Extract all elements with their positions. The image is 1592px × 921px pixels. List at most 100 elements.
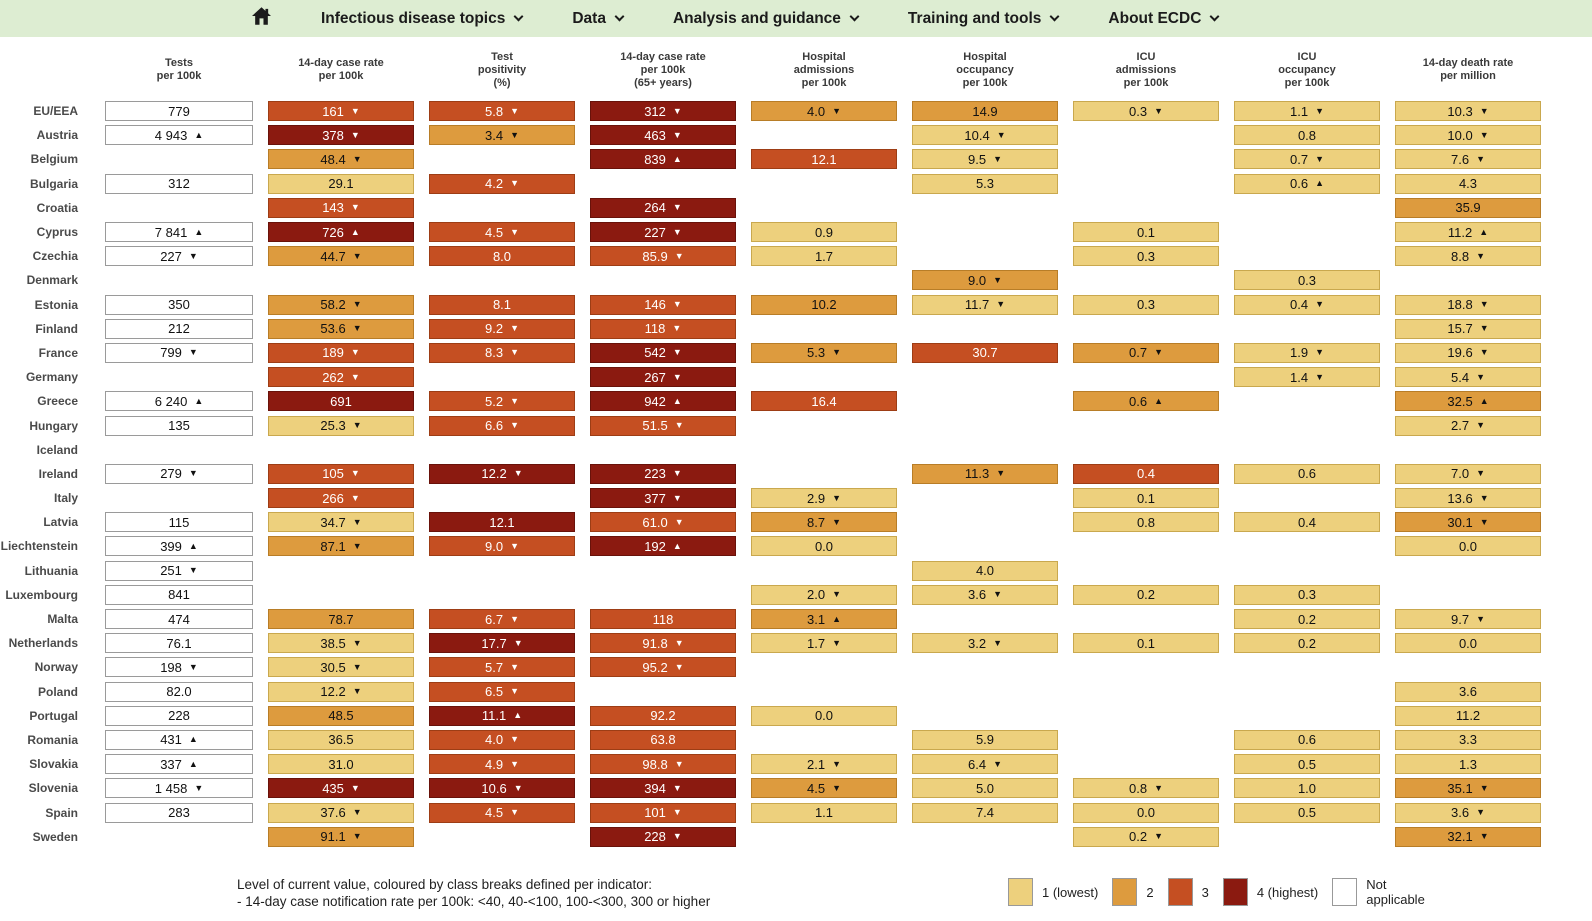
cell-hospital_occupancy: 4.0 [912, 560, 1058, 581]
cell-slot: 87.1 ▼ [268, 534, 414, 558]
cell-value: 12.2 [481, 466, 507, 482]
chevron-down-icon [1049, 11, 1060, 21]
cell-slot [1073, 704, 1219, 728]
cell-death_rate: 19.6 ▼ [1395, 342, 1541, 363]
cell-value: 3.2 [968, 635, 987, 651]
cell-death_rate: 3.6 ▼ [1395, 802, 1541, 823]
trend-down-icon: ▼ [1476, 153, 1485, 164]
cell-value: 10.2 [811, 297, 837, 313]
country-label-text: Norway [34, 660, 78, 675]
country-label-text: Slovakia [29, 757, 78, 772]
trend-up-icon: ▲ [1479, 226, 1489, 237]
cell-slot: 34.7 ▼ [268, 510, 414, 534]
cell-slot: 1.0 [1234, 776, 1380, 800]
cell-hospital_admissions: 1.7 ▼ [751, 633, 897, 654]
nav-item-about-ecdc[interactable]: About ECDC [1108, 10, 1220, 28]
cell-slot: 6.4 ▼ [912, 752, 1058, 776]
country-label: Iceland [0, 438, 90, 462]
cell-hospital_occupancy: 5.0 [912, 778, 1058, 799]
cell-case_rate_65: 118 [590, 609, 736, 630]
nav-item-data[interactable]: Data [572, 10, 625, 28]
cell-value: 350 [168, 297, 190, 313]
trend-up-icon: ▲ [672, 395, 682, 406]
cell-case_rate: 31.0 [268, 754, 414, 775]
cell-value: 12.1 [811, 151, 837, 167]
trend-down-icon: ▼ [674, 758, 684, 769]
cell-value: 10.4 [964, 127, 990, 143]
cell-slot: 5.4 ▼ [1395, 365, 1541, 389]
cell-hospital_admissions: 0.0 [751, 705, 897, 726]
trend-up-icon: ▲ [832, 613, 841, 624]
cell-death_rate: 9.7 ▼ [1395, 609, 1541, 630]
trend-down-icon: ▼ [832, 782, 841, 793]
cell-slot: 0.6 [1234, 462, 1380, 486]
cell-slot [1073, 728, 1219, 752]
cell-value: 283 [168, 805, 190, 821]
col-header-hospital_occupancy: Hospital occupancy per 100k [956, 50, 1014, 89]
cell-slot: 942 ▲ [590, 389, 736, 413]
cell-positivity: 11.1 ▲ [429, 705, 575, 726]
cell-value: 61.0 [642, 514, 668, 530]
cell-slot [429, 147, 575, 171]
cell-case_rate_65: 91.8 ▼ [590, 633, 736, 654]
cell-hospital_occupancy: 14.9 [912, 101, 1058, 122]
cell-value: 6.7 [485, 611, 504, 627]
cell-hospital_occupancy: 3.2 ▼ [912, 633, 1058, 654]
cell-value: 118 [652, 611, 674, 627]
cell-case_rate: 189 ▼ [268, 342, 414, 363]
nav-item-training-and-tools[interactable]: Training and tools [908, 10, 1060, 28]
country-label-text: Italy [53, 491, 78, 506]
cell-value: 4.3 [1458, 176, 1478, 192]
trend-down-icon: ▼ [510, 347, 519, 358]
cell-case_rate: 726 ▲ [268, 222, 414, 243]
country-label-text: Spain [45, 805, 78, 820]
cell-slot: 6.7 ▼ [429, 607, 575, 631]
cell-case_rate: 58.2 ▼ [268, 294, 414, 315]
col-header-death_rate: 14-day death rate per million [1422, 57, 1514, 82]
cell-case_rate: 25.3 ▼ [268, 415, 414, 436]
cell-value: 38.5 [320, 635, 346, 651]
cell-slot: 228 [105, 704, 253, 728]
cell-value: 9.5 [968, 151, 987, 167]
cell-slot [429, 196, 575, 220]
cell-value: 35.1 [1447, 780, 1473, 796]
cell-slot: 12.1 [429, 510, 575, 534]
home-button[interactable] [252, 7, 271, 30]
cell-slot: 95.2 ▼ [590, 655, 736, 679]
trend-down-icon: ▼ [352, 299, 362, 310]
cell-slot [751, 559, 897, 583]
country-label: Norway [0, 655, 90, 679]
trend-down-icon: ▼ [1479, 299, 1489, 310]
cell-value: 5.0 [975, 780, 995, 796]
cell-value: 227 [644, 224, 666, 240]
trend-down-icon: ▼ [352, 516, 362, 527]
cell-case_rate_65: 228 ▼ [590, 826, 736, 847]
cell-icu_occupancy: 1.4 ▼ [1234, 367, 1380, 388]
cell-slot: 337 ▲ [105, 752, 253, 776]
nav-item-analysis-and-guidance[interactable]: Analysis and guidance [673, 10, 860, 28]
cell-hospital_admissions: 4.0 ▼ [751, 101, 897, 122]
cell-value: 474 [168, 611, 190, 627]
trend-down-icon: ▼ [672, 807, 682, 818]
cell-slot: 17.7 ▼ [429, 631, 575, 655]
cell-slot [912, 196, 1058, 220]
col-header-tests: Tests per 100k [156, 57, 202, 82]
trend-down-icon: ▼ [513, 468, 523, 479]
cell-tests: 135 [105, 415, 253, 436]
trend-down-icon: ▼ [352, 686, 362, 697]
cell-slot: 10.2 [751, 293, 897, 317]
cell-case_rate: 29.1 [268, 173, 414, 194]
trend-down-icon: ▼ [1479, 831, 1489, 842]
cell-slot: 32.5 ▲ [1395, 389, 1541, 413]
cell-slot [105, 486, 253, 510]
cell-value: 13.6 [1447, 490, 1473, 506]
trend-down-icon: ▼ [510, 178, 519, 189]
col-header-icu_admissions: ICU admissions per 100k [1115, 50, 1177, 89]
cell-slot [429, 825, 575, 849]
nav-item-infectious-disease-topics[interactable]: Infectious disease topics [321, 10, 524, 28]
cell-slot [912, 825, 1058, 849]
chevron-down-icon [614, 11, 625, 21]
cell-value: 198 [160, 659, 182, 675]
cell-slot: 35.1 ▼ [1395, 776, 1541, 800]
cell-slot [105, 825, 253, 849]
